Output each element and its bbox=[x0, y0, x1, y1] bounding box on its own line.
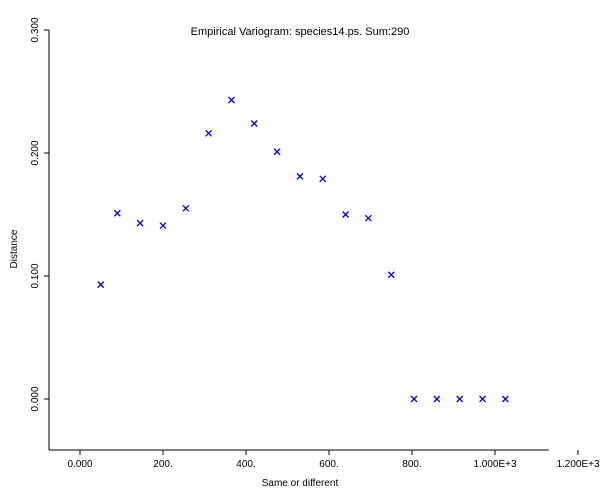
x-tick-label: 800. bbox=[402, 459, 421, 470]
data-point bbox=[342, 211, 350, 218]
data-point bbox=[456, 395, 464, 403]
y-tick-label: 0.100 bbox=[30, 263, 41, 288]
x-tick-label: 0.000 bbox=[67, 459, 92, 470]
x-tick-label: 1.000E+3 bbox=[473, 459, 517, 470]
data-point bbox=[136, 219, 144, 227]
data-points bbox=[97, 96, 509, 403]
data-point bbox=[364, 214, 372, 222]
x-axis-ticks: 0.000 200. 400. 600. 800. 1.000E+3 1.200E+3 bbox=[67, 450, 600, 470]
y-tick-label: 0.200 bbox=[30, 140, 41, 165]
data-point bbox=[296, 172, 304, 180]
data-point bbox=[159, 222, 167, 230]
data-point bbox=[228, 96, 235, 104]
y-axis-ticks: 0.000 0.100 0.200 0.300 bbox=[30, 17, 49, 412]
data-point bbox=[479, 395, 487, 403]
data-point bbox=[273, 148, 281, 156]
data-point bbox=[113, 209, 121, 217]
x-tick-label: 400. bbox=[236, 459, 255, 470]
y-axis-label: Distance bbox=[9, 229, 20, 268]
y-tick-label: 0.000 bbox=[30, 386, 41, 411]
data-point bbox=[205, 129, 213, 137]
y-tick-label: 0.300 bbox=[30, 17, 41, 42]
x-tick-label: 600. bbox=[319, 459, 338, 470]
data-point bbox=[182, 204, 190, 212]
data-point bbox=[501, 395, 509, 403]
x-tick-label: 1.200E+3 bbox=[556, 459, 600, 470]
chart-title: Empirical Variogram: species14.ps. Sum:2… bbox=[191, 26, 410, 38]
x-tick-label: 200. bbox=[153, 459, 172, 470]
data-point bbox=[97, 281, 105, 289]
data-point bbox=[433, 395, 441, 403]
data-point bbox=[410, 395, 418, 403]
x-axis-label: Same or different bbox=[262, 478, 339, 489]
data-point bbox=[387, 271, 395, 279]
data-point bbox=[250, 120, 258, 127]
data-point bbox=[319, 175, 327, 183]
